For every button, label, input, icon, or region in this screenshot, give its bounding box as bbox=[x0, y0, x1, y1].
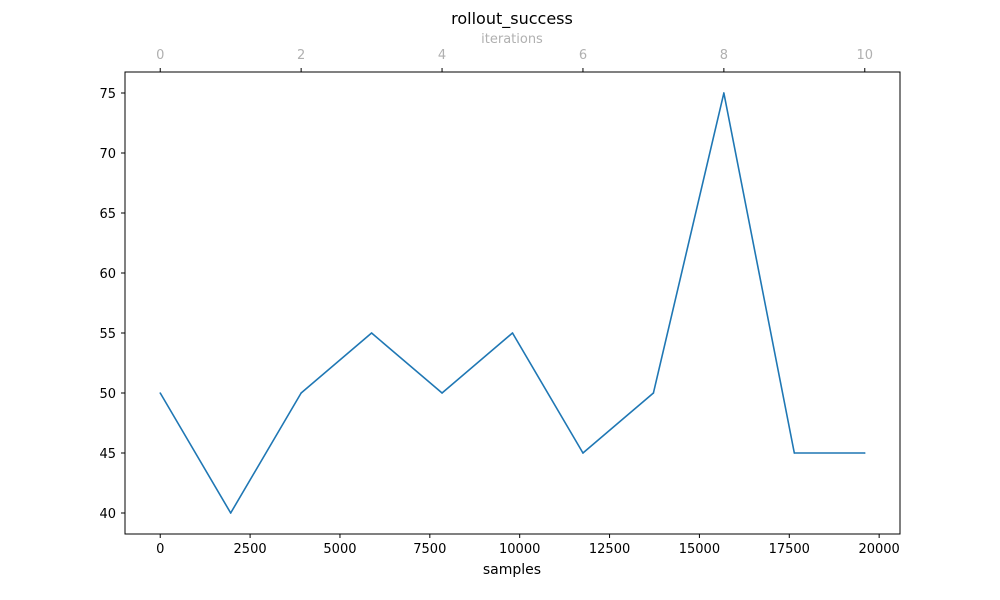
data-point bbox=[582, 452, 584, 454]
y-tick-label: 55 bbox=[99, 327, 116, 342]
data-point bbox=[652, 392, 655, 394]
data-point bbox=[300, 392, 302, 394]
data-point bbox=[793, 452, 796, 454]
series-line bbox=[159, 92, 865, 514]
data-point bbox=[229, 512, 232, 514]
x-tick-label: 17500 bbox=[769, 542, 810, 557]
x-tick-label: 7500 bbox=[413, 542, 446, 557]
y-tick-label: 75 bbox=[99, 87, 116, 102]
top-x-tick-label: 10 bbox=[856, 48, 873, 63]
x-axis-label: samples bbox=[483, 562, 541, 578]
plot-frame bbox=[124, 71, 901, 535]
x-tick-label: 12500 bbox=[589, 542, 630, 557]
x-tick-label: 5000 bbox=[323, 542, 356, 557]
data-point bbox=[159, 392, 162, 394]
y-tick-label: 70 bbox=[99, 147, 116, 162]
x-tick-label: 10000 bbox=[499, 542, 540, 557]
data-point bbox=[723, 92, 725, 94]
plot-area: 0 2500 5000 7500 10000 12500 15000 17500 2000040… bbox=[99, 48, 901, 557]
top-x-tick-label: 2 bbox=[297, 48, 305, 63]
y-tick-label: 45 bbox=[99, 447, 116, 462]
top-x-tick-label: 6 bbox=[579, 48, 587, 63]
x-tick-label: 2500 bbox=[234, 542, 267, 557]
x-tick-label: 15000 bbox=[679, 542, 720, 557]
y-tick-label: 65 bbox=[99, 207, 116, 222]
data-point bbox=[863, 452, 866, 454]
x-tick-label: 0 bbox=[156, 542, 164, 557]
top-x-tick-label: 8 bbox=[720, 48, 728, 63]
data-point bbox=[441, 392, 443, 394]
top-x-axis-label: iterations bbox=[481, 32, 543, 47]
y-tick-label: 50 bbox=[99, 387, 116, 402]
data-point bbox=[370, 332, 373, 334]
y-tick-label: 60 bbox=[99, 267, 116, 282]
top-x-tick-label: 4 bbox=[438, 48, 446, 63]
y-tick-label: 40 bbox=[99, 507, 116, 522]
top-x-tick-label: 0 bbox=[156, 48, 164, 63]
data-point bbox=[511, 332, 514, 334]
chart-title: rollout_success bbox=[451, 9, 573, 29]
x-tick-label: 20000 bbox=[858, 542, 899, 557]
